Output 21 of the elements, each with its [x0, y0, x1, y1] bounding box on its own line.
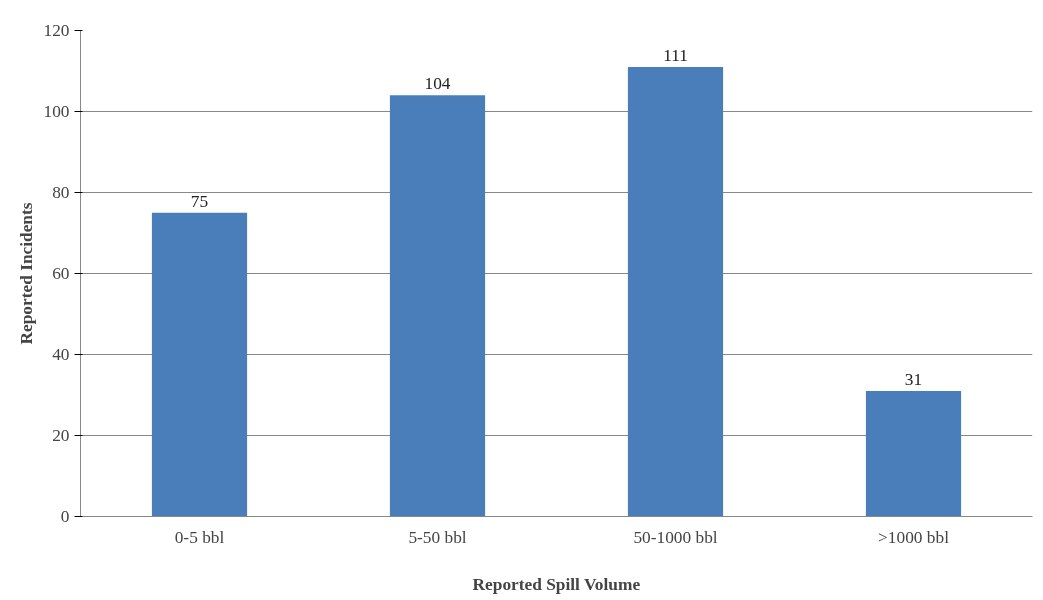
- y-tick-label: 80: [52, 183, 70, 202]
- x-tick-label: >1000 bbl: [878, 527, 950, 547]
- bar: [627, 66, 724, 517]
- y-tick-label: 40: [52, 345, 70, 364]
- data-label: 104: [424, 74, 451, 94]
- y-axis-title: Reported Incidents: [16, 202, 36, 345]
- y-tick-label: 0: [60, 507, 70, 526]
- x-tick-label: 5-50 bbl: [408, 527, 467, 547]
- y-tick-label: 120: [43, 21, 70, 40]
- y-tick-label: 20: [52, 426, 70, 445]
- x-axis-title: Reported Spill Volume: [472, 574, 641, 594]
- x-tick-label: 50-1000 bbl: [633, 527, 718, 547]
- y-tick-label: 100: [43, 102, 70, 121]
- x-tick-label: 0-5 bbl: [174, 527, 225, 547]
- bar: [389, 95, 486, 517]
- data-label: 75: [190, 191, 209, 211]
- bar: [151, 212, 248, 517]
- data-label: 31: [904, 369, 923, 389]
- y-tick-label: 60: [52, 264, 70, 283]
- bar: [865, 390, 962, 517]
- data-label: 111: [663, 45, 688, 65]
